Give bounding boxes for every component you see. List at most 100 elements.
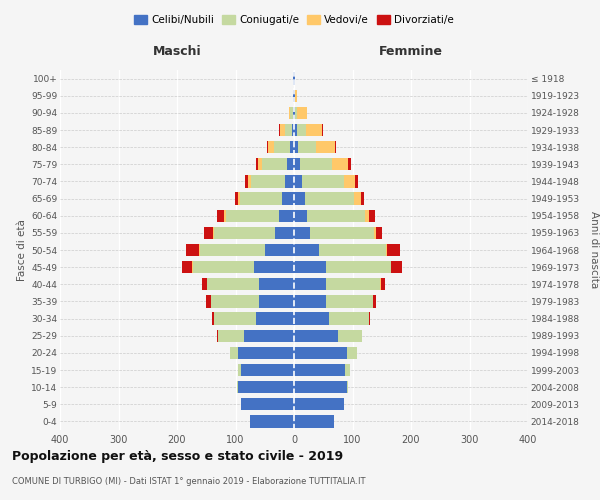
Bar — [284, 124, 292, 136]
Bar — [218, 330, 244, 342]
Bar — [346, 364, 350, 376]
Bar — [238, 364, 241, 376]
Bar — [369, 312, 370, 324]
Bar — [294, 124, 297, 136]
Bar — [238, 381, 294, 394]
Bar — [241, 398, 294, 410]
Bar — [199, 244, 200, 256]
Bar — [294, 398, 344, 410]
Bar — [235, 192, 238, 204]
Bar — [290, 141, 294, 154]
Bar — [248, 176, 251, 188]
Bar — [212, 312, 214, 324]
Bar — [316, 141, 335, 154]
Bar — [206, 296, 211, 308]
Bar — [344, 176, 355, 188]
Bar — [294, 278, 326, 290]
Bar — [374, 226, 376, 239]
Bar — [338, 330, 362, 342]
Bar — [208, 278, 259, 290]
Bar — [292, 124, 294, 136]
Bar — [294, 192, 305, 204]
Bar — [284, 176, 294, 188]
Bar — [294, 381, 347, 394]
Bar — [365, 210, 370, 222]
Bar — [238, 346, 294, 359]
Bar — [182, 261, 192, 274]
Bar — [224, 210, 226, 222]
Bar — [305, 192, 354, 204]
Bar — [347, 346, 357, 359]
Bar — [306, 124, 322, 136]
Bar — [297, 106, 307, 119]
Bar — [355, 176, 358, 188]
Bar — [241, 364, 294, 376]
Text: Maschi: Maschi — [152, 45, 202, 58]
Bar — [332, 158, 349, 170]
Bar — [258, 158, 262, 170]
Bar — [251, 176, 284, 188]
Bar — [387, 244, 400, 256]
Bar — [267, 141, 268, 154]
Bar — [214, 312, 256, 324]
Bar — [287, 158, 294, 170]
Legend: Celibi/Nubili, Coniugati/e, Vedovi/e, Divorziati/e: Celibi/Nubili, Coniugati/e, Vedovi/e, Di… — [130, 10, 458, 29]
Bar — [259, 296, 294, 308]
Bar — [240, 192, 283, 204]
Bar — [294, 364, 346, 376]
Bar — [294, 244, 319, 256]
Bar — [294, 296, 326, 308]
Bar — [212, 226, 214, 239]
Bar — [226, 210, 280, 222]
Bar — [386, 244, 387, 256]
Bar — [310, 226, 374, 239]
Bar — [294, 416, 334, 428]
Bar — [380, 278, 385, 290]
Bar — [326, 278, 380, 290]
Bar — [294, 312, 329, 324]
Bar — [244, 330, 294, 342]
Bar — [290, 106, 293, 119]
Bar — [300, 158, 332, 170]
Text: COMUNE DI TURBIGO (MI) - Dati ISTAT 1° gennaio 2019 - Elaborazione TUTTITALIA.IT: COMUNE DI TURBIGO (MI) - Dati ISTAT 1° g… — [12, 478, 365, 486]
Bar — [238, 192, 240, 204]
Text: Femmine: Femmine — [379, 45, 443, 58]
Bar — [347, 381, 349, 394]
Y-axis label: Fasce di età: Fasce di età — [17, 219, 27, 281]
Bar — [295, 106, 297, 119]
Bar — [349, 158, 352, 170]
Bar — [307, 210, 365, 222]
Bar — [259, 278, 294, 290]
Bar — [280, 124, 284, 136]
Bar — [294, 210, 307, 222]
Bar — [275, 226, 294, 239]
Bar — [297, 124, 306, 136]
Bar — [200, 244, 265, 256]
Bar — [319, 244, 386, 256]
Bar — [361, 192, 364, 204]
Bar — [230, 346, 238, 359]
Bar — [326, 296, 373, 308]
Bar — [193, 261, 254, 274]
Bar — [265, 244, 294, 256]
Bar — [237, 381, 238, 394]
Bar — [289, 106, 290, 119]
Bar — [202, 278, 207, 290]
Bar — [205, 226, 212, 239]
Bar — [256, 158, 258, 170]
Y-axis label: Anni di nascita: Anni di nascita — [589, 212, 599, 288]
Bar — [294, 346, 347, 359]
Bar — [373, 296, 376, 308]
Bar — [298, 141, 316, 154]
Bar — [294, 330, 338, 342]
Bar — [294, 106, 295, 119]
Bar — [326, 261, 391, 274]
Bar — [391, 261, 401, 274]
Bar — [274, 141, 290, 154]
Bar — [294, 176, 302, 188]
Bar — [280, 210, 294, 222]
Bar — [211, 296, 259, 308]
Bar — [294, 141, 298, 154]
Bar — [187, 244, 199, 256]
Bar — [354, 192, 361, 204]
